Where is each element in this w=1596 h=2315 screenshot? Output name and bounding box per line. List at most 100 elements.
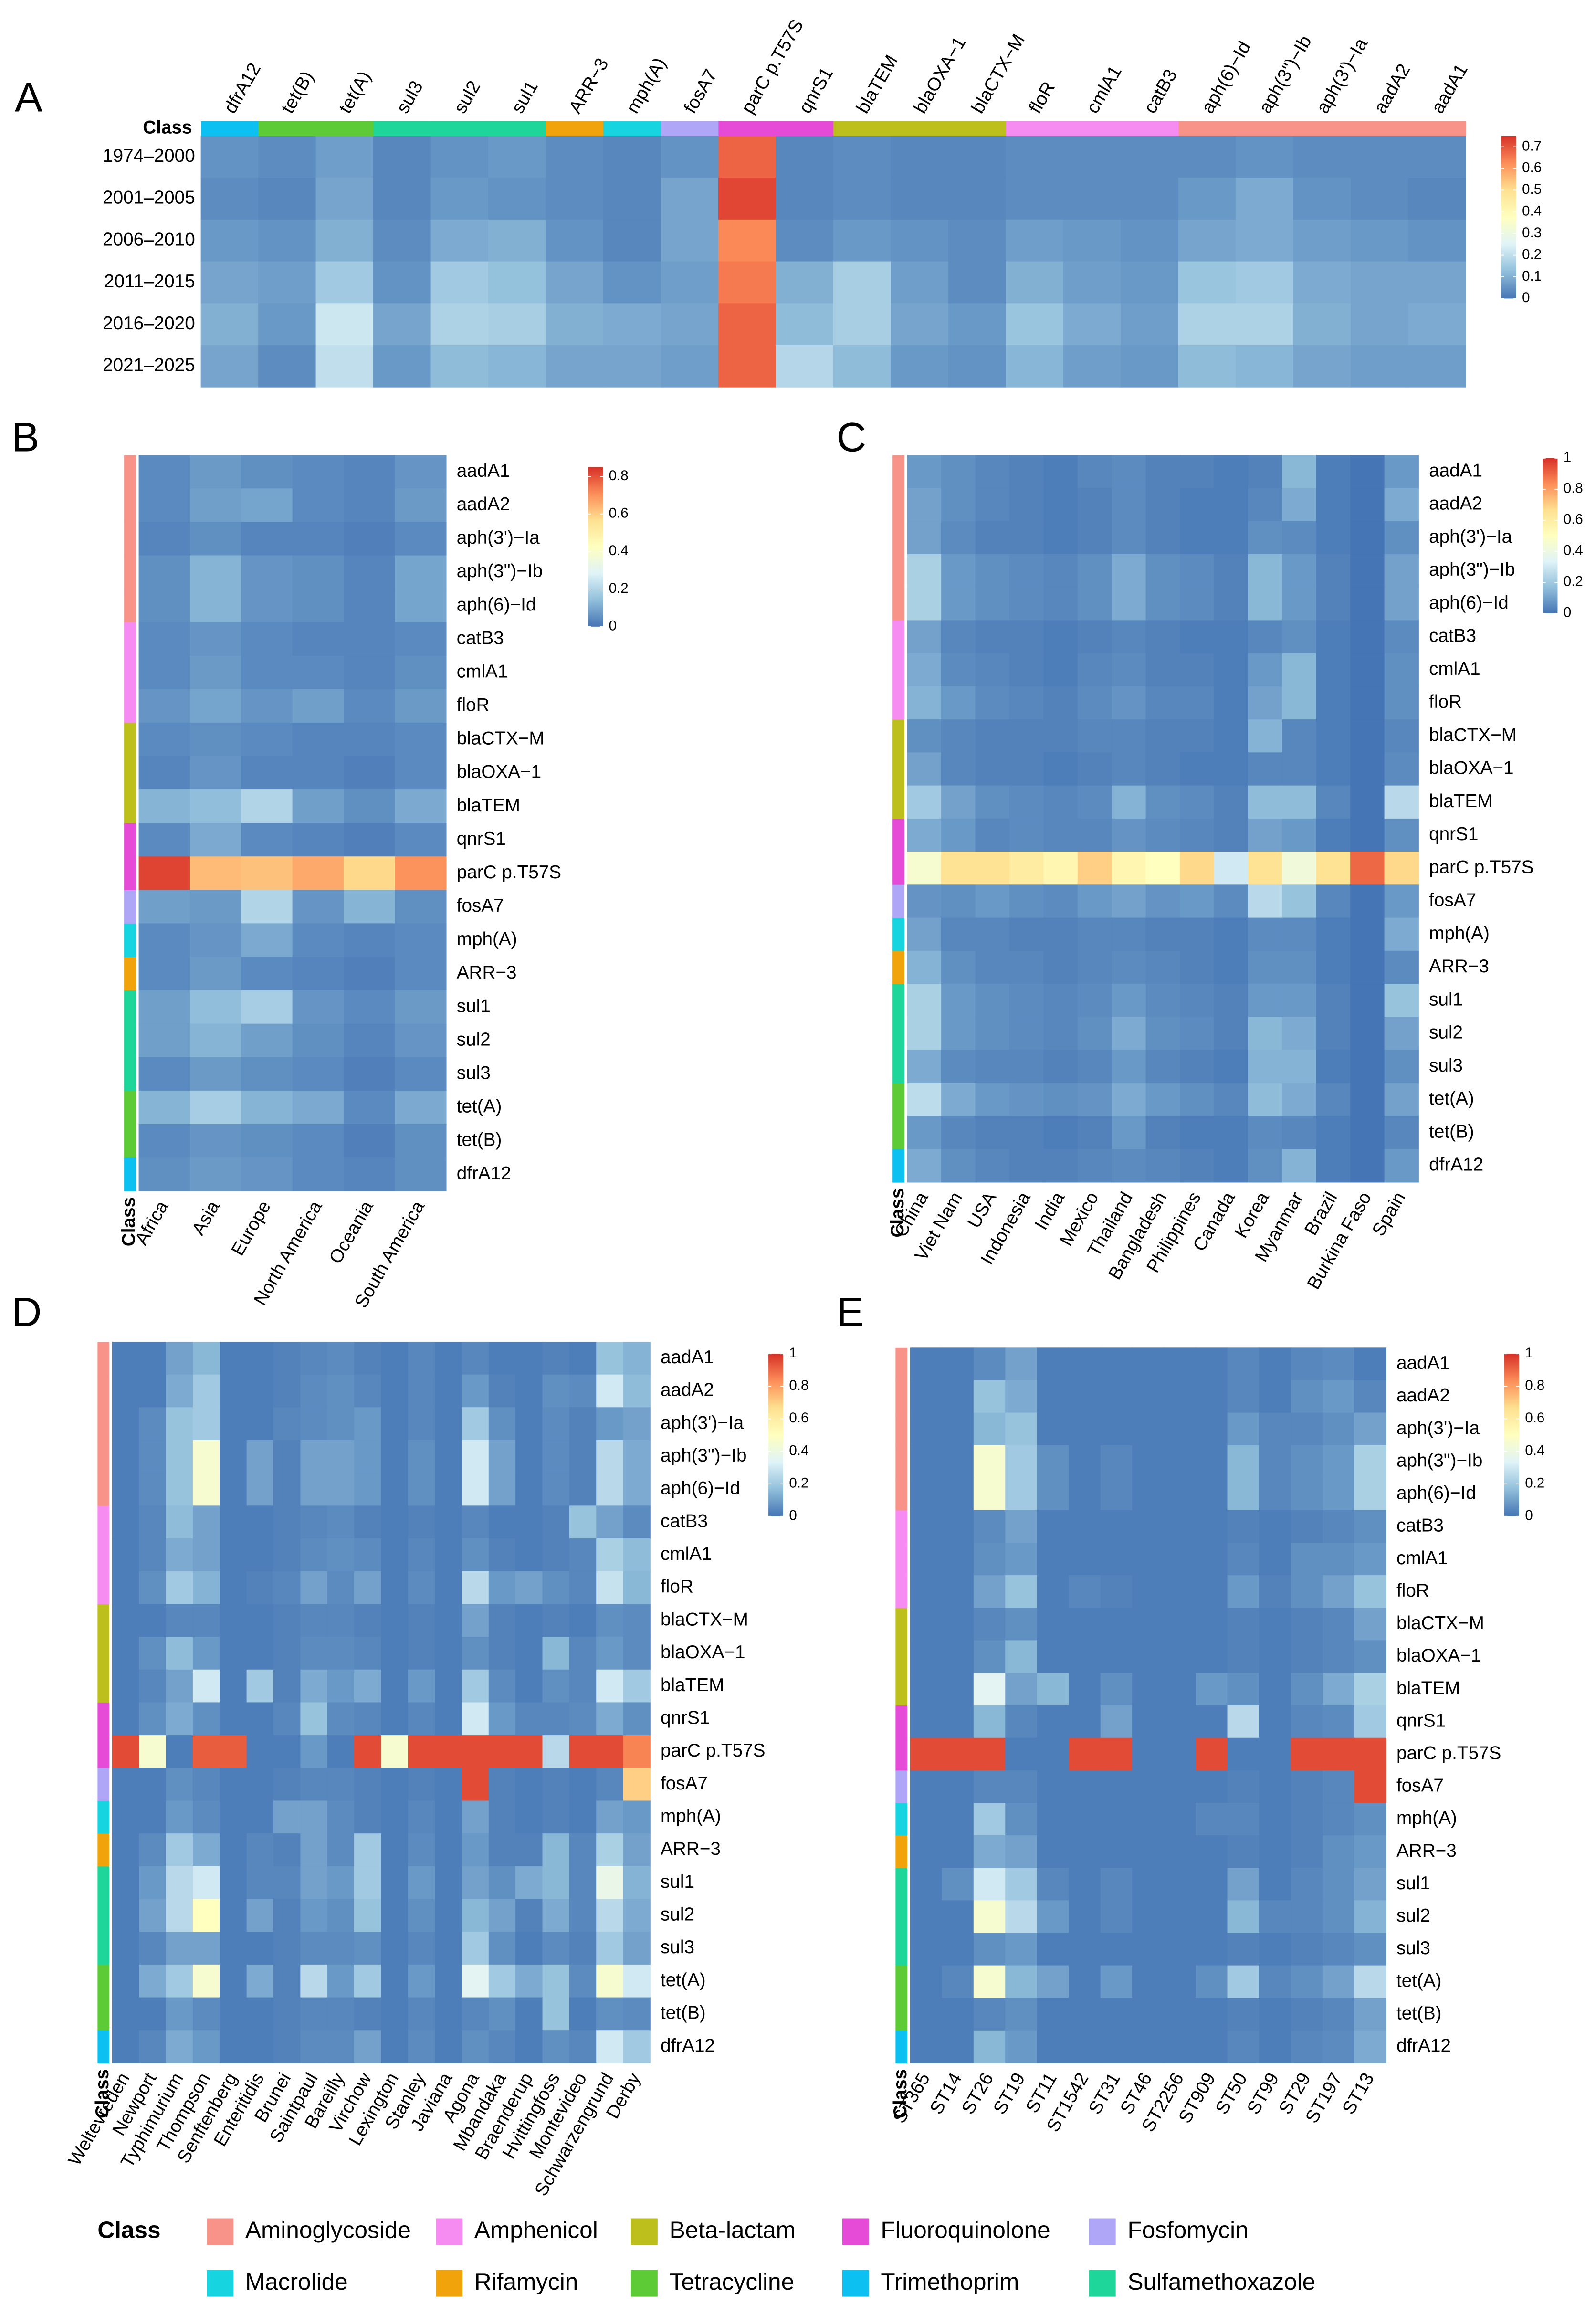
gene-label: cmlA1 bbox=[661, 1544, 712, 1564]
heat-cell bbox=[258, 178, 316, 220]
heat-cell bbox=[408, 1899, 436, 1933]
heat-cell bbox=[910, 1933, 943, 1966]
heat-cell bbox=[139, 1702, 167, 1736]
heat-cell bbox=[1164, 1640, 1196, 1673]
heat-cell bbox=[1037, 1965, 1070, 1999]
heat-cell bbox=[1282, 917, 1317, 951]
heat-cell bbox=[1354, 1640, 1386, 1673]
heat-cell bbox=[112, 1833, 140, 1867]
gene-label: sul1 bbox=[1396, 1873, 1430, 1894]
heat-cell bbox=[1291, 1543, 1323, 1576]
heat-cell bbox=[623, 2030, 651, 2063]
heat-cell bbox=[373, 136, 431, 179]
heat-cell bbox=[1037, 1900, 1070, 1934]
heat-cell bbox=[354, 1866, 382, 1900]
heat-cell bbox=[327, 1571, 355, 1605]
class-annotation bbox=[895, 1770, 908, 1804]
class-annotation bbox=[124, 1124, 136, 1158]
heat-cell bbox=[1227, 1608, 1260, 1641]
period-label: 2006–2010 bbox=[103, 229, 195, 250]
heat-cell bbox=[315, 136, 374, 179]
heat-cell bbox=[435, 1964, 462, 1998]
heat-cell bbox=[166, 1374, 193, 1408]
heat-cell bbox=[1227, 1835, 1260, 1869]
heat-cell bbox=[975, 984, 1010, 1018]
heat-cell bbox=[1322, 1347, 1355, 1381]
gene-label: aadA1 bbox=[1429, 460, 1482, 481]
class-annotation bbox=[895, 1575, 908, 1609]
heat-cell bbox=[1043, 752, 1078, 786]
heat-cell bbox=[1354, 1608, 1386, 1641]
heat-cell bbox=[241, 622, 293, 656]
heat-cell bbox=[1132, 1477, 1165, 1511]
heat-cell bbox=[1227, 1477, 1260, 1511]
period-label: 2001–2005 bbox=[103, 188, 195, 208]
heat-cell bbox=[246, 1604, 274, 1638]
heat-cell bbox=[1077, 1116, 1113, 1150]
heat-cell bbox=[907, 1050, 942, 1084]
heat-cell bbox=[139, 1571, 167, 1605]
heat-cell bbox=[1384, 1017, 1419, 1051]
heat-cell bbox=[166, 1571, 193, 1605]
legend-label: Sulfamethoxazole bbox=[1127, 2269, 1315, 2295]
heat-cell bbox=[542, 2030, 570, 2063]
heat-cell bbox=[220, 1440, 247, 1473]
heat-cell bbox=[1354, 1445, 1386, 1478]
heat-cell bbox=[315, 178, 374, 220]
heat-cell bbox=[1248, 917, 1283, 951]
heat-cell bbox=[1100, 1608, 1133, 1641]
heat-cell bbox=[292, 756, 344, 790]
heat-cell bbox=[292, 655, 344, 690]
heat-cell bbox=[300, 1932, 328, 1965]
heat-cell bbox=[395, 1023, 447, 1058]
gene-label: tet(A) bbox=[457, 1096, 502, 1117]
heat-cell bbox=[1069, 1770, 1101, 1803]
heat-cell bbox=[1227, 1640, 1260, 1673]
heat-cell bbox=[1354, 1380, 1386, 1413]
heat-cell bbox=[542, 1669, 570, 1703]
heat-cell bbox=[661, 136, 719, 179]
class-annotation bbox=[892, 819, 904, 852]
heat-cell bbox=[354, 1604, 382, 1638]
heat-cell bbox=[1259, 1380, 1292, 1413]
heat-cell bbox=[941, 984, 976, 1018]
heat-cell bbox=[1145, 752, 1180, 786]
heat-cell bbox=[1227, 1737, 1260, 1771]
heat-cell bbox=[112, 1932, 140, 1965]
heat-cell bbox=[1009, 719, 1044, 753]
heat-cell bbox=[661, 219, 719, 262]
heat-cell bbox=[718, 136, 777, 179]
heat-cell bbox=[975, 653, 1010, 687]
gene-label: dfrA12 bbox=[1396, 2036, 1451, 2056]
class-annotation bbox=[97, 1768, 110, 1801]
gene-label: blaCTX−M bbox=[1396, 1613, 1484, 1633]
heat-cell bbox=[596, 1604, 624, 1638]
heat-cell bbox=[462, 1440, 489, 1473]
heat-cell bbox=[1069, 1347, 1101, 1381]
heat-cell bbox=[1354, 1802, 1386, 1836]
heat-cell bbox=[891, 261, 949, 304]
heat-cell bbox=[327, 1702, 355, 1736]
heat-cell bbox=[138, 589, 190, 623]
panel-letter: B bbox=[12, 415, 40, 461]
heat-cell bbox=[1259, 1868, 1292, 1901]
heat-cell bbox=[907, 785, 942, 819]
heat-cell bbox=[973, 1380, 1006, 1413]
heat-cell bbox=[1077, 1017, 1113, 1051]
heat-cell bbox=[975, 1149, 1010, 1183]
heat-cell bbox=[462, 1735, 489, 1768]
heat-cell bbox=[1214, 620, 1249, 654]
heat-cell bbox=[112, 2030, 140, 2063]
gene-label: sul3 bbox=[1396, 1938, 1430, 1958]
heat-cell bbox=[569, 1964, 597, 1998]
heat-cell bbox=[408, 1702, 436, 1736]
gene-label: ARR−3 bbox=[1429, 956, 1489, 977]
class-annotation bbox=[97, 1342, 110, 1375]
heat-cell bbox=[1350, 1050, 1385, 1084]
heat-cell bbox=[354, 1538, 382, 1572]
heat-cell bbox=[623, 1637, 651, 1670]
heat-cell bbox=[546, 219, 604, 262]
heat-cell bbox=[942, 1770, 974, 1803]
gene-label: dfrA12 bbox=[1429, 1155, 1483, 1175]
heat-cell bbox=[542, 1341, 570, 1375]
